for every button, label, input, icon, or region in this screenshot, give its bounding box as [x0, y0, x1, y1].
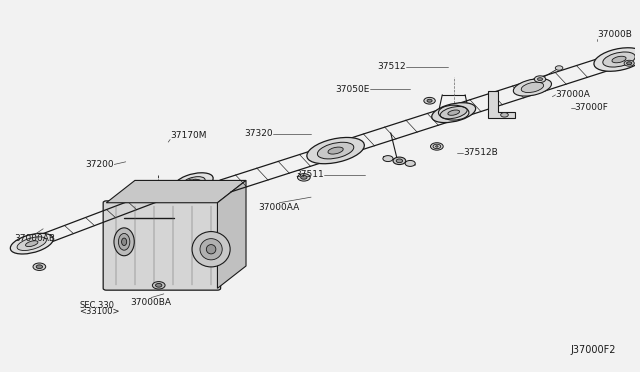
Circle shape: [393, 157, 406, 164]
Circle shape: [424, 97, 435, 104]
Text: 37200: 37200: [86, 160, 115, 169]
Circle shape: [538, 78, 543, 81]
Text: 37170M: 37170M: [170, 131, 207, 140]
Ellipse shape: [206, 245, 216, 254]
Ellipse shape: [594, 48, 640, 71]
Ellipse shape: [307, 137, 364, 164]
Ellipse shape: [440, 106, 467, 119]
Ellipse shape: [186, 179, 194, 183]
Circle shape: [405, 160, 415, 166]
Polygon shape: [218, 180, 246, 288]
Circle shape: [298, 174, 310, 181]
Ellipse shape: [513, 78, 552, 96]
Text: 37000BA: 37000BA: [131, 298, 172, 307]
Polygon shape: [126, 191, 172, 218]
Circle shape: [156, 283, 162, 287]
Ellipse shape: [10, 233, 53, 254]
Text: 37320: 37320: [244, 129, 273, 138]
Text: 37512: 37512: [378, 62, 406, 71]
Ellipse shape: [603, 52, 636, 67]
Ellipse shape: [328, 147, 343, 154]
Text: J37000F2: J37000F2: [570, 346, 616, 355]
Ellipse shape: [192, 231, 230, 267]
Ellipse shape: [448, 110, 460, 115]
Circle shape: [556, 66, 563, 70]
Text: <33100>: <33100>: [79, 307, 120, 316]
Circle shape: [36, 265, 42, 269]
Circle shape: [396, 159, 403, 163]
Ellipse shape: [200, 239, 222, 260]
Ellipse shape: [114, 228, 134, 256]
Ellipse shape: [317, 142, 354, 159]
FancyBboxPatch shape: [103, 201, 221, 290]
Polygon shape: [106, 180, 246, 203]
Text: SEC.330: SEC.330: [79, 301, 115, 310]
Text: 37000AB: 37000AB: [15, 234, 56, 243]
Ellipse shape: [17, 237, 47, 250]
Text: 37000B: 37000B: [596, 30, 632, 39]
Text: 37000AA: 37000AA: [259, 203, 300, 212]
Ellipse shape: [189, 180, 198, 185]
Circle shape: [383, 155, 393, 161]
Circle shape: [534, 76, 546, 83]
Ellipse shape: [194, 179, 201, 183]
Circle shape: [152, 282, 165, 289]
Ellipse shape: [196, 180, 201, 185]
Circle shape: [301, 176, 307, 179]
Text: 37050E: 37050E: [335, 85, 369, 94]
Ellipse shape: [26, 241, 38, 247]
Text: 37512B: 37512B: [463, 148, 498, 157]
Circle shape: [500, 113, 508, 117]
Polygon shape: [488, 91, 515, 118]
Ellipse shape: [122, 238, 127, 246]
Text: 37000F: 37000F: [575, 103, 609, 112]
Circle shape: [436, 146, 438, 147]
Circle shape: [627, 62, 632, 65]
Ellipse shape: [174, 173, 213, 192]
Text: 37000A: 37000A: [556, 90, 590, 99]
Circle shape: [33, 263, 45, 270]
Circle shape: [431, 143, 444, 150]
Ellipse shape: [118, 234, 130, 250]
Text: 37511: 37511: [295, 170, 324, 179]
Circle shape: [427, 99, 432, 102]
Ellipse shape: [612, 56, 626, 63]
Circle shape: [624, 60, 634, 66]
Ellipse shape: [432, 103, 476, 123]
Ellipse shape: [521, 82, 543, 93]
Ellipse shape: [189, 179, 198, 182]
Ellipse shape: [182, 177, 205, 188]
